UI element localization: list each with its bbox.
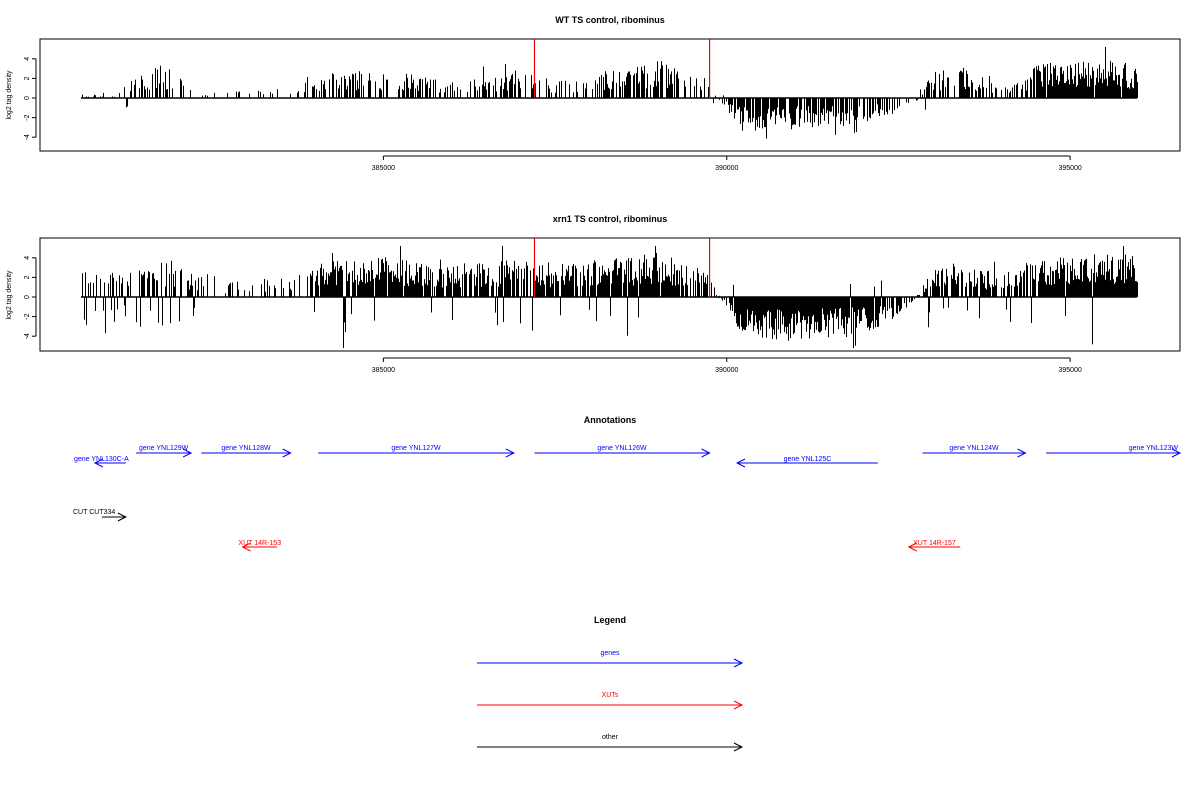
xrn1-y-tick-label: -2 — [24, 313, 31, 319]
feature-label: XUT 14R-153 — [238, 540, 281, 547]
feature-label: XUT 14R-157 — [913, 540, 956, 547]
xrn1-x-tick-label: 390000 — [715, 367, 738, 374]
wt-density-bars — [81, 39, 1138, 139]
annotation-feature: gene YNL127W — [318, 445, 515, 458]
feature-arrow-arrowhead — [117, 512, 127, 522]
xrn1-y-tick-label: 4 — [24, 256, 31, 260]
xrn1-y-tick-label: 0 — [24, 295, 31, 299]
annotation-feature: XUT 14R-157 — [907, 540, 961, 552]
legend-entry: other — [477, 734, 744, 752]
xrn1-density-bars — [81, 238, 1138, 348]
feature-label: gene YNL123W — [1129, 445, 1179, 452]
annotation-feature: CUT CUT334 — [73, 509, 127, 522]
feature-arrow-arrowhead — [282, 448, 292, 458]
wt-y-tick-label: 2 — [24, 76, 31, 80]
feature-arrow-arrowhead — [1171, 448, 1182, 458]
wt-y-tick-label: -2 — [24, 114, 31, 120]
legend-arrow-arrowhead — [733, 658, 744, 668]
feature-label: gene YNL130C-A — [74, 456, 129, 463]
xrn1-y-tick-label: 2 — [24, 275, 31, 279]
feature-label: gene YNL126W — [597, 445, 647, 452]
wt-axes: 4 2 0 -2 -4 385000 390000 395000 — [24, 57, 1082, 172]
feature-arrow-arrowhead — [241, 542, 251, 552]
annotation-feature: gene YNL129W — [136, 445, 193, 458]
feature-label: gene YNL127W — [391, 445, 441, 452]
wt-x-tick-label: 385000 — [372, 165, 395, 172]
wt-panel-title: WT TS control, ribominus — [555, 15, 665, 25]
feature-arrow-arrowhead — [701, 448, 711, 458]
wt-y-tick-label: 0 — [24, 96, 31, 100]
annotation-feature: gene YNL126W — [534, 445, 711, 458]
feature-arrow-arrowhead — [182, 448, 193, 458]
legend-entry: XUTs — [477, 692, 744, 710]
legend-entries: genes XUTs other — [477, 650, 744, 752]
xrn1-x-tick-label: 395000 — [1058, 367, 1081, 374]
xrn1-panel-title: xrn1 TS control, ribominus — [553, 214, 668, 224]
wt-plot-frame — [39, 38, 1181, 152]
legend-label: genes — [600, 650, 620, 657]
feature-label: gene YNL128W — [221, 445, 271, 452]
legend-label: XUTs — [602, 692, 619, 699]
legend-arrow-arrowhead — [733, 700, 744, 710]
legend-arrow-arrowhead — [733, 742, 744, 752]
feature-label: gene YNL125C — [784, 456, 832, 463]
feature-arrow-arrowhead — [505, 448, 515, 458]
legend-label: other — [602, 734, 619, 741]
annotation-feature: gene YNL128W — [201, 445, 292, 458]
legend-entry: genes — [477, 650, 744, 668]
xrn1-y-axis-label: log2 tag density — [6, 270, 13, 320]
feature-arrow-arrowhead — [1017, 448, 1027, 458]
wt-y-axis-label: log2 tag density — [6, 70, 13, 120]
feature-label: gene YNL129W — [139, 445, 189, 452]
feature-label: CUT CUT334 — [73, 509, 115, 516]
wt-y-tick-label: 4 — [24, 57, 31, 61]
legend-title: Legend — [594, 615, 626, 625]
feature-arrow-arrowhead — [93, 458, 104, 468]
xrn1-x-tick-label: 385000 — [372, 367, 395, 374]
wt-x-tick-label: 390000 — [715, 165, 738, 172]
annotation-feature: XUT 14R-153 — [238, 540, 281, 552]
annotation-feature: gene YNL124W — [922, 445, 1027, 458]
annotation-feature: gene YNL125C — [735, 456, 878, 468]
legend: Legend genes XUTs other — [477, 615, 744, 752]
feature-arrow-arrowhead — [907, 542, 917, 552]
xrn1-axes: 4 2 0 -2 -4 385000 390000 395000 — [24, 256, 1082, 374]
wt-x-tick-label: 395000 — [1058, 165, 1081, 172]
xrn1-density-panel: xrn1 TS control, ribominus log2 tag dens… — [6, 214, 1181, 374]
wt-y-tick-label: -4 — [24, 134, 31, 140]
annotation-feature: gene YNL130C-A — [74, 456, 129, 468]
wt-density-panel: WT TS control, ribominus log2 tag densit… — [6, 15, 1181, 172]
xrn1-plot-frame — [39, 237, 1181, 352]
annotation-feature: gene YNL123W — [1046, 445, 1182, 458]
feature-arrow-arrowhead — [735, 458, 746, 468]
feature-label: gene YNL124W — [949, 445, 999, 452]
xrn1-y-tick-label: -4 — [24, 333, 31, 339]
annotation-features: gene YNL130C-A gene YNL129W gene YNL128W ge… — [73, 445, 1182, 552]
annotations-title: Annotations — [584, 415, 637, 425]
